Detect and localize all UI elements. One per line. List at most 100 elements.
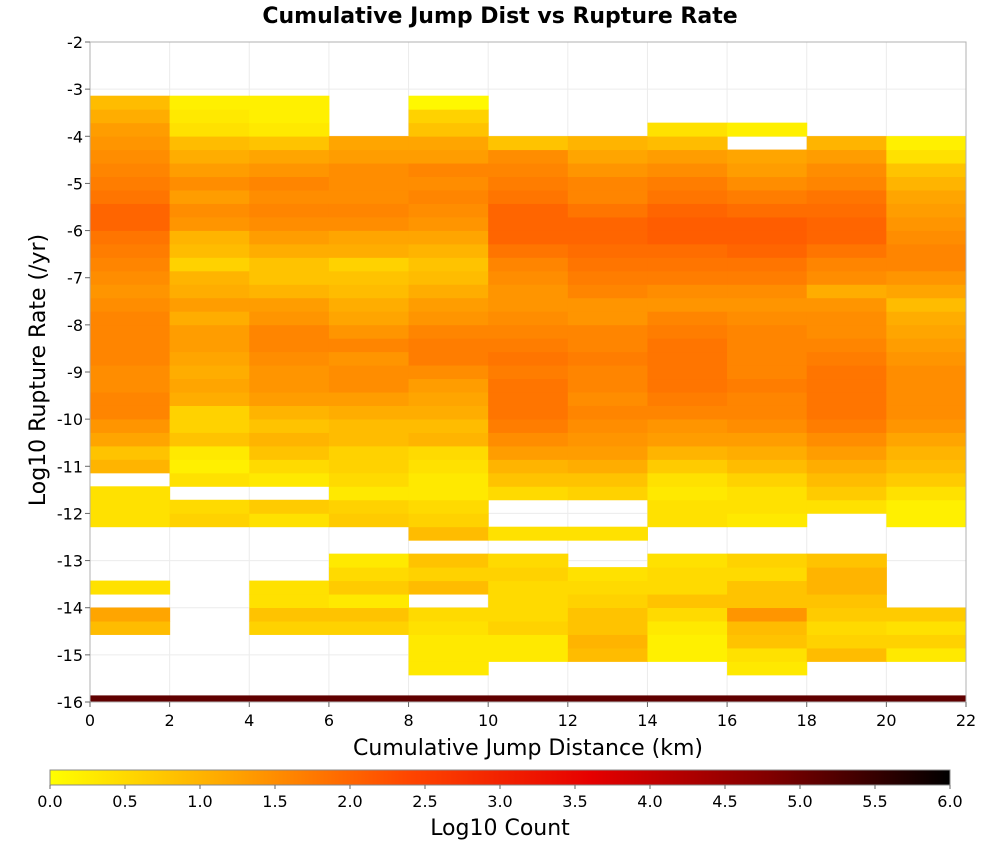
heatmap-cell [806, 176, 887, 191]
heatmap-cell [328, 311, 410, 326]
heatmap-cell [567, 136, 648, 151]
heatmap-cell [249, 122, 330, 137]
heatmap-cell [727, 324, 808, 339]
heatmap-cell [886, 189, 967, 204]
heatmap-cell [169, 432, 250, 447]
heatmap-cell [249, 163, 330, 178]
heatmap-cell [647, 378, 728, 393]
colorbar-label: Log10 Count [430, 816, 570, 841]
heatmap-cell [90, 216, 171, 231]
heatmap-cell [408, 351, 489, 366]
x-tick-label: 16 [717, 711, 737, 730]
heatmap-cell [169, 122, 250, 137]
heatmap-cell [488, 243, 569, 258]
y-tick-label: -10 [57, 410, 83, 429]
heatmap-cell [886, 311, 967, 326]
heatmap-cell [488, 445, 569, 460]
heatmap-cell [90, 620, 171, 635]
heatmap-cell [90, 149, 171, 164]
heatmap-cell [886, 284, 967, 299]
heatmap-cell [886, 163, 967, 178]
heatmap-cell [727, 378, 808, 393]
heatmap-cell [90, 230, 171, 245]
heatmap-cell [727, 203, 808, 218]
heatmap-cell [90, 513, 171, 528]
heatmap-cell [488, 216, 569, 231]
heatmap-cell [647, 580, 728, 595]
x-tick-label: 14 [637, 711, 657, 730]
heatmap-cell [886, 257, 967, 272]
heatmap-cell [727, 392, 808, 406]
heatmap-cell [328, 580, 410, 595]
y-tick-label: -7 [67, 269, 83, 288]
heatmap-cell [328, 338, 410, 353]
colorbar-tick-label: 3.0 [487, 792, 512, 811]
heatmap-cell [567, 216, 648, 231]
heatmap-cell [488, 392, 569, 406]
heatmap-cell [886, 459, 967, 474]
heatmap-cell [727, 513, 808, 528]
heatmap-cell [408, 216, 489, 231]
heatmap-cell [886, 432, 967, 447]
heatmap-cell [806, 338, 887, 353]
heatmap-cell [408, 136, 489, 151]
heatmap-cell [249, 445, 330, 460]
heatmap-cell [488, 257, 569, 272]
heatmap-cell [169, 445, 250, 460]
heatmap-cell [567, 486, 648, 501]
heatmap-cell [886, 230, 967, 245]
heatmap-cell [328, 243, 410, 258]
heatmap-cell [647, 553, 728, 568]
heatmap-cell [328, 418, 410, 433]
heatmap-cell [90, 445, 171, 460]
heatmap-cell [90, 418, 171, 433]
y-tick-label: -6 [67, 222, 83, 241]
heatmap-cell [727, 594, 808, 609]
heatmap-cell [488, 365, 569, 380]
heatmap-cell [647, 311, 728, 326]
heatmap-cell [249, 378, 330, 393]
heatmap-cell [806, 620, 887, 635]
heatmap-cell [488, 567, 569, 582]
heatmap-cell [328, 203, 410, 218]
heatmap-cell [806, 607, 887, 622]
heatmap-cell [488, 176, 569, 191]
heatmap-cell [488, 486, 569, 501]
heatmap-cell [488, 580, 569, 595]
heatmap-cell [408, 270, 489, 285]
heatmap-cell [90, 499, 171, 514]
heatmap-cell [169, 109, 250, 124]
heatmap-cell [169, 297, 250, 312]
heatmap-cell [249, 392, 330, 406]
heatmap-cell [567, 176, 648, 191]
heatmap-cell [408, 459, 489, 474]
heatmap-cell [727, 189, 808, 204]
heatmap-cell [408, 365, 489, 380]
heatmap-cell [567, 445, 648, 460]
heatmap-cell [488, 459, 569, 474]
heatmap-cell [886, 486, 967, 501]
heatmap-cell [488, 378, 569, 393]
heatmap-cell [727, 634, 808, 649]
heatmap-cell [408, 297, 489, 312]
heatmap-cell [488, 311, 569, 326]
heatmap-cell [169, 257, 250, 272]
heatmap-cell [408, 189, 489, 204]
heatmap-cell [567, 580, 648, 595]
heatmap-cell [806, 311, 887, 326]
heatmap-cell [408, 553, 489, 568]
heatmap-cell [328, 163, 410, 178]
heatmap-cell [727, 472, 808, 487]
heatmap-cell [90, 392, 171, 406]
heatmap-cell [647, 136, 728, 151]
heatmap-cell [328, 270, 410, 285]
heatmap-cell [328, 513, 410, 528]
heatmap-cell [328, 149, 410, 164]
heatmap-cell [647, 122, 728, 137]
heatmap-cell [328, 620, 410, 635]
heatmap-cell [488, 297, 569, 312]
heatmap-cell [169, 378, 250, 393]
heatmap-cell [169, 203, 250, 218]
heatmap-cell [567, 405, 648, 420]
heatmap-cell [328, 230, 410, 245]
